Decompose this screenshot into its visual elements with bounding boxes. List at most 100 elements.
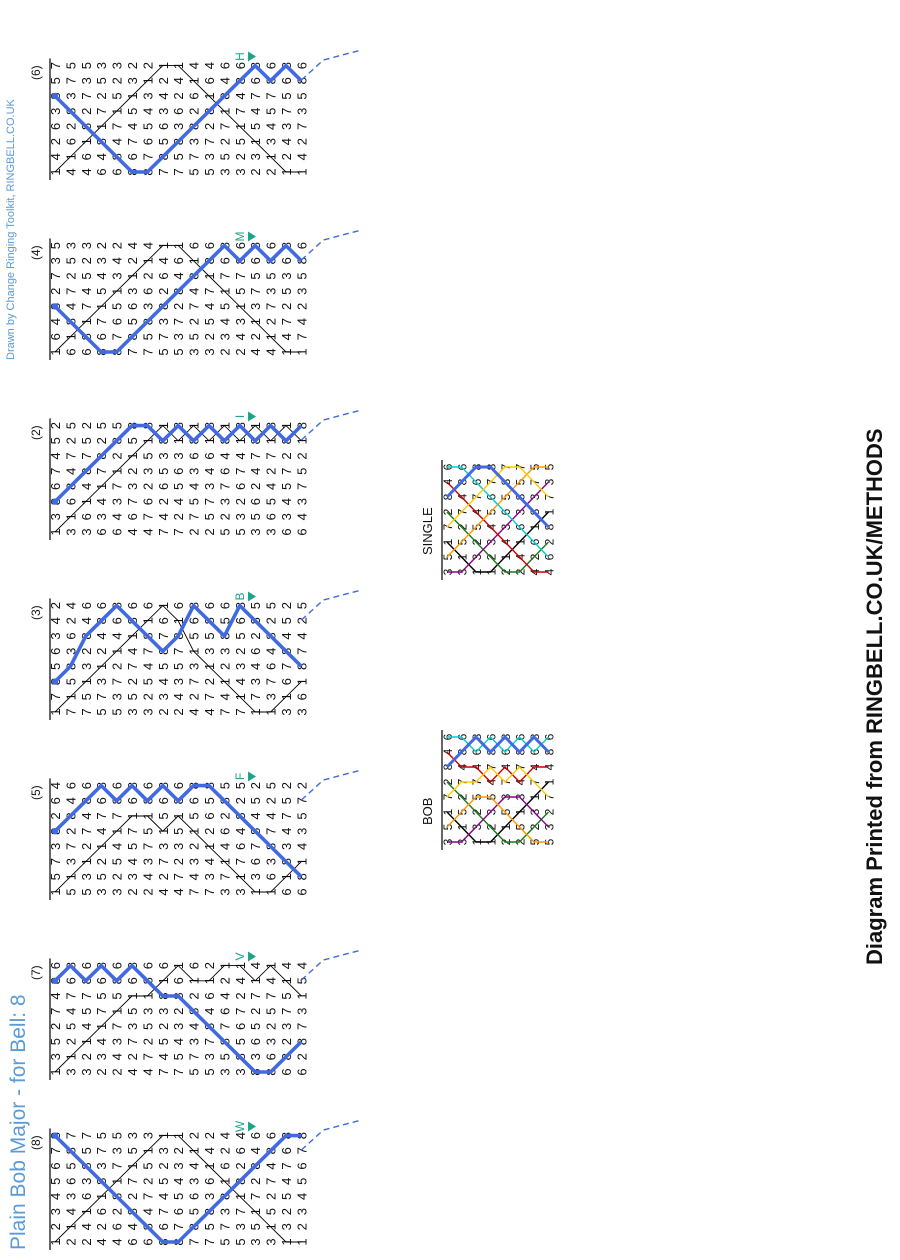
row-digit: 7 xyxy=(217,123,232,130)
row-digit: 5 xyxy=(294,977,309,984)
call-marker-icon xyxy=(248,951,257,962)
row-digit: 7 xyxy=(63,1132,78,1139)
row-digit: 3 xyxy=(171,843,186,850)
row-digit: 5 xyxy=(248,272,263,279)
row-digit: 6 xyxy=(217,602,232,609)
bell-path xyxy=(53,603,303,683)
row-digit: 5 xyxy=(248,797,263,804)
row-digit: 2 xyxy=(63,1038,78,1045)
row-digit: 4 xyxy=(110,843,125,850)
row-digit: 7 xyxy=(94,318,109,325)
row-digit: 6 xyxy=(171,602,186,609)
row-digit: 2 xyxy=(217,348,232,355)
row-digit: 5 xyxy=(125,437,140,444)
row-digit: 5 xyxy=(79,1008,94,1015)
row-digit: 7 xyxy=(110,333,125,340)
row-digit: 5 xyxy=(94,422,109,429)
treble-path xyxy=(54,815,302,893)
row-digit: 7 xyxy=(171,168,186,175)
row-digit: 5 xyxy=(140,123,155,130)
call-digit: 2 xyxy=(543,808,557,815)
row-digit: 2 xyxy=(279,1038,294,1045)
row-digit: 4 xyxy=(156,888,171,895)
row-digit: 7 xyxy=(294,648,309,655)
row-digit: 3 xyxy=(233,888,248,895)
row-digit: 6 xyxy=(217,828,232,835)
row-digit: 7 xyxy=(140,153,155,160)
row-digit: 3 xyxy=(264,528,279,535)
row-digit: 2 xyxy=(171,1008,186,1015)
row-digit: 5 xyxy=(48,77,63,84)
row-digit: 7 xyxy=(110,678,125,685)
row-digit: 6 xyxy=(233,242,248,249)
row-digit: 3 xyxy=(63,1068,78,1075)
row-digit: 2 xyxy=(125,1053,140,1060)
row-digit: 4 xyxy=(79,812,94,819)
row-digit: 3 xyxy=(140,468,155,475)
row-digit: 6 xyxy=(63,782,78,789)
row-digit: 2 xyxy=(217,1147,232,1154)
row-digit: 5 xyxy=(156,1178,171,1185)
row-digit: 2 xyxy=(156,498,171,505)
row-digit: 7 xyxy=(110,123,125,130)
row-digit: 6 xyxy=(110,528,125,535)
row-digit: 7 xyxy=(248,992,263,999)
row-digit: 1 xyxy=(294,858,309,865)
row-digit: 5 xyxy=(187,168,202,175)
row-digit: 5 xyxy=(125,1008,140,1015)
row-digit: 2 xyxy=(248,1008,263,1015)
row-digit: 4 xyxy=(233,333,248,340)
row-digit: 7 xyxy=(125,498,140,505)
row-digit: 2 xyxy=(217,977,232,984)
row-digit: 6 xyxy=(264,663,279,670)
row-digit: 3 xyxy=(171,1023,186,1030)
row-digit: 2 xyxy=(156,288,171,295)
row-digit: 5 xyxy=(171,153,186,160)
row-digit: 7 xyxy=(248,288,263,295)
row-digit: 7 xyxy=(125,348,140,355)
row-digit: 5 xyxy=(125,1147,140,1154)
row-digit: 4 xyxy=(233,828,248,835)
row-digit: 7 xyxy=(187,303,202,310)
row-digit: 4 xyxy=(279,498,294,505)
row-digit: 3 xyxy=(79,873,94,880)
row-digit: 2 xyxy=(171,858,186,865)
row-digit: 5 xyxy=(110,708,125,715)
lead-label: (2) xyxy=(29,425,43,440)
row-digit: 4 xyxy=(202,1008,217,1015)
row-digit: 3 xyxy=(156,108,171,115)
row-digit: 4 xyxy=(233,678,248,685)
row-digit: 7 xyxy=(294,797,309,804)
row-digit: 6 xyxy=(264,62,279,69)
row-digit: 5 xyxy=(171,1053,186,1060)
call-bell-path xyxy=(446,511,550,573)
row-digit: 6 xyxy=(217,62,232,69)
row-digit: 5 xyxy=(279,992,294,999)
row-digit: 6 xyxy=(140,962,155,969)
row-digit: 4 xyxy=(202,468,217,475)
row-digit: 2 xyxy=(48,422,63,429)
row-digit: 6 xyxy=(110,782,125,789)
row-digit: 5 xyxy=(264,1008,279,1015)
row-digit: 2 xyxy=(140,62,155,69)
row-digit: 7 xyxy=(233,858,248,865)
row-digit: 2 xyxy=(202,333,217,340)
row-digit: 2 xyxy=(264,617,279,624)
row-digit: 6 xyxy=(279,1147,294,1154)
row-digit: 3 xyxy=(48,513,63,520)
row-digit: 3 xyxy=(202,1193,217,1200)
call-marker-icon xyxy=(248,771,257,782)
row-digit: 3 xyxy=(63,242,78,249)
row-digit: 6 xyxy=(63,632,78,639)
row-digit: 6 xyxy=(217,1008,232,1015)
row-digit: 4 xyxy=(140,1208,155,1215)
call-digit: 2 xyxy=(470,808,484,815)
lead-column: (4)1648273561847253681745238671543287651… xyxy=(29,229,362,360)
start-dot xyxy=(51,828,59,835)
row-digit: 2 xyxy=(63,123,78,130)
row-digit: 5 xyxy=(279,797,294,804)
row-digit: 5 xyxy=(217,782,232,789)
row-digit: 7 xyxy=(156,1068,171,1075)
row-digit: 7 xyxy=(140,1193,155,1200)
row-digit: 5 xyxy=(48,242,63,249)
